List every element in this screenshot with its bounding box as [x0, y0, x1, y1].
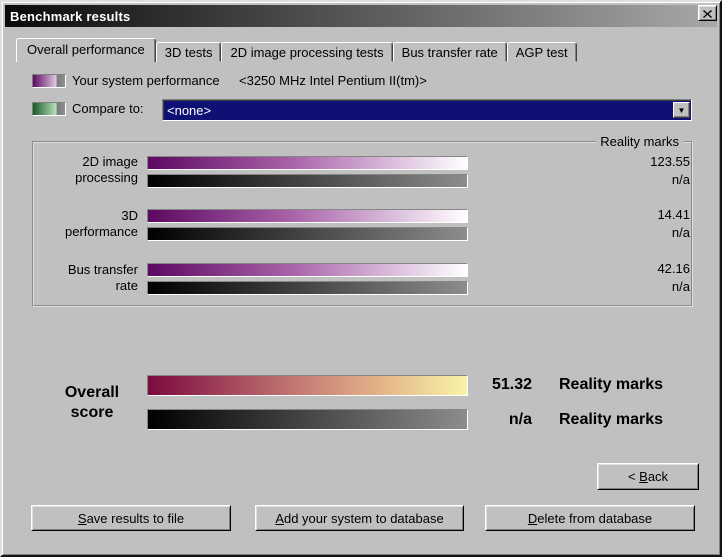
bar-your-3d-performance — [147, 209, 468, 223]
bar-your-2d-image-processing — [147, 156, 468, 170]
delete-from-database-button-label: Delete from database — [527, 510, 653, 526]
compare-to-selected-value: <none> — [167, 102, 212, 118]
delete-from-database-button[interactable]: Delete from database — [485, 505, 695, 531]
row-label-line2: rate — [115, 278, 138, 293]
bar-compare-overall-score — [147, 409, 468, 430]
back-button-label: < Back — [627, 469, 669, 484]
tab-bus-transfer-rate[interactable]: Bus transfer rate — [392, 42, 507, 62]
row-label-line1: Bus transfer — [67, 262, 138, 277]
chevron-down-icon: ▼ — [677, 105, 686, 115]
value-your-overall-score: 51.32 — [491, 376, 532, 393]
your-system-swatch-icon — [32, 74, 66, 88]
save-results-button[interactable]: Save results to file — [31, 505, 231, 531]
compare-to-dropdown[interactable]: <none> ▼ — [162, 99, 692, 121]
overall-label-line1: Overall — [64, 384, 120, 401]
tab-label: 2D image processing tests — [230, 45, 384, 60]
close-button[interactable] — [698, 5, 717, 21]
unit-compare-overall-score: Reality marks — [559, 411, 664, 428]
compare-to-label: Compare to: — [72, 101, 144, 116]
row-bus-transfer-rate-label: Bus transfer rate — [30, 262, 138, 294]
title-bar[interactable]: Benchmark results — [5, 5, 717, 27]
bar-compare-2d-image-processing — [147, 174, 468, 188]
save-results-button-label: Save results to file — [77, 510, 185, 526]
tab-label: AGP test — [515, 45, 568, 60]
bar-your-overall-score — [147, 375, 468, 396]
overall-score-label: Overall score — [42, 383, 142, 423]
value-compare-overall-score: n/a — [508, 411, 532, 428]
value-compare-3d-performance: n/a — [671, 225, 690, 240]
value-your-bus-transfer-rate: 42.16 — [657, 261, 690, 276]
value-compare-bus-transfer-rate: n/a — [671, 279, 690, 294]
add-system-button-label: Add your system to database — [275, 510, 444, 526]
back-button[interactable]: < Back — [597, 463, 699, 490]
compare-swatch-icon — [32, 102, 66, 116]
row-2d-image-processing-label: 2D image processing — [30, 154, 138, 186]
overall-label-line2: score — [70, 404, 114, 421]
bar-your-bus-transfer-rate — [147, 263, 468, 277]
tab-strip: Overall performance 3D tests 2D image pr… — [16, 38, 577, 62]
tab-overall-performance[interactable]: Overall performance — [16, 38, 156, 62]
dropdown-button[interactable]: ▼ — [673, 102, 690, 118]
your-system-label: Your system performance — [72, 73, 220, 88]
value-your-3d-performance: 14.41 — [657, 207, 690, 222]
tab-label: 3D tests — [164, 45, 213, 60]
tab-agp-test[interactable]: AGP test — [506, 42, 577, 62]
row-label-line2: processing — [75, 170, 138, 185]
tab-label: Overall performance — [27, 42, 145, 57]
tab-label: Bus transfer rate — [401, 45, 498, 60]
tab-3d-tests[interactable]: 3D tests — [155, 42, 222, 62]
value-compare-2d-image-processing: n/a — [671, 172, 690, 187]
row-label-line1: 3D — [121, 208, 138, 223]
row-3d-performance-label: 3D performance — [30, 208, 138, 240]
tab-2d-image-processing-tests[interactable]: 2D image processing tests — [221, 42, 393, 62]
groupbox-title: Reality marks — [596, 134, 683, 149]
window-title: Benchmark results — [10, 8, 131, 24]
add-system-button[interactable]: Add your system to database — [255, 505, 464, 531]
bar-compare-3d-performance — [147, 227, 468, 241]
row-label-line1: 2D image — [82, 154, 138, 169]
value-your-2d-image-processing: 123.55 — [650, 154, 690, 169]
close-icon — [703, 6, 712, 21]
row-label-line2: performance — [65, 224, 138, 239]
bar-compare-bus-transfer-rate — [147, 281, 468, 295]
unit-your-overall-score: Reality marks — [559, 376, 664, 393]
your-system-cpu-value: <3250 MHz Intel Pentium II(tm)> — [239, 73, 427, 88]
reality-marks-groupbox: Reality marks — [32, 134, 693, 307]
